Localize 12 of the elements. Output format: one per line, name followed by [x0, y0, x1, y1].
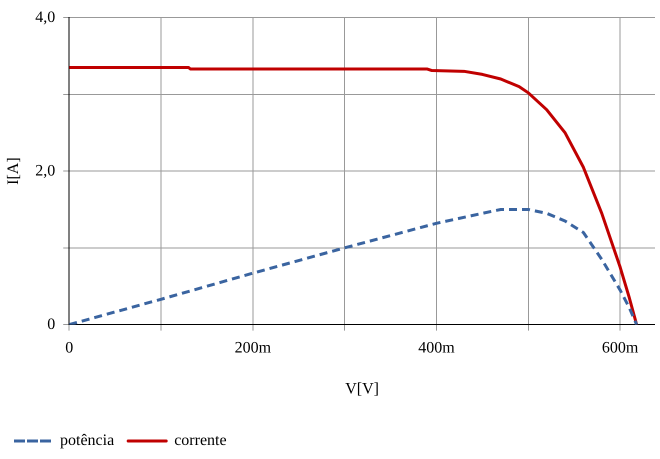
x-tick-label: 600m	[602, 339, 639, 356]
y-tick-label: 0	[47, 316, 56, 333]
legend-label: corrente	[174, 432, 227, 450]
legend-label: potência	[60, 432, 114, 450]
y-tick-label: 2,0	[35, 162, 56, 180]
y-tick-label: 4,0	[35, 8, 56, 26]
line-series	[69, 208, 638, 325]
x-tick-label: 400m	[418, 339, 456, 356]
y-axis-title: I[A]	[4, 157, 22, 185]
x-tick-label: 0	[65, 339, 74, 356]
x-tick-label: 200m	[234, 339, 272, 356]
x-axis-title: V[V]	[345, 380, 379, 398]
